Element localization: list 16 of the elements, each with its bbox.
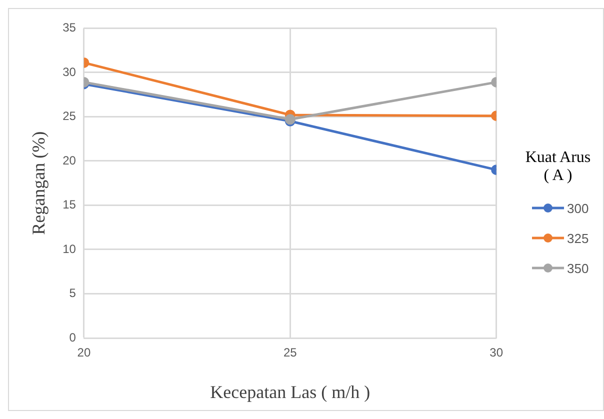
legend-label: 300 [567, 200, 589, 216]
legend-title: Kuat Arus ( A ) [524, 149, 592, 185]
y-tick-label: 20 [62, 153, 76, 168]
y-tick-label: 0 [69, 330, 76, 344]
y-tick-label: 30 [62, 64, 76, 79]
y-tick-label: 15 [62, 198, 76, 212]
legend-label: 350 [567, 260, 589, 276]
legend-label: 325 [567, 230, 589, 246]
y-axis-title: Regangan (%) [28, 131, 49, 235]
x-tick-label: 30 [490, 346, 504, 360]
y-tick-label: 25 [62, 109, 76, 124]
x-axis-title: Kecepatan Las ( m/h ) [210, 382, 370, 402]
y-tick-label: 35 [62, 20, 76, 35]
x-tick-label: 25 [283, 346, 298, 360]
y-tick-label: 5 [69, 286, 76, 300]
y-tick-label: 10 [62, 242, 76, 256]
